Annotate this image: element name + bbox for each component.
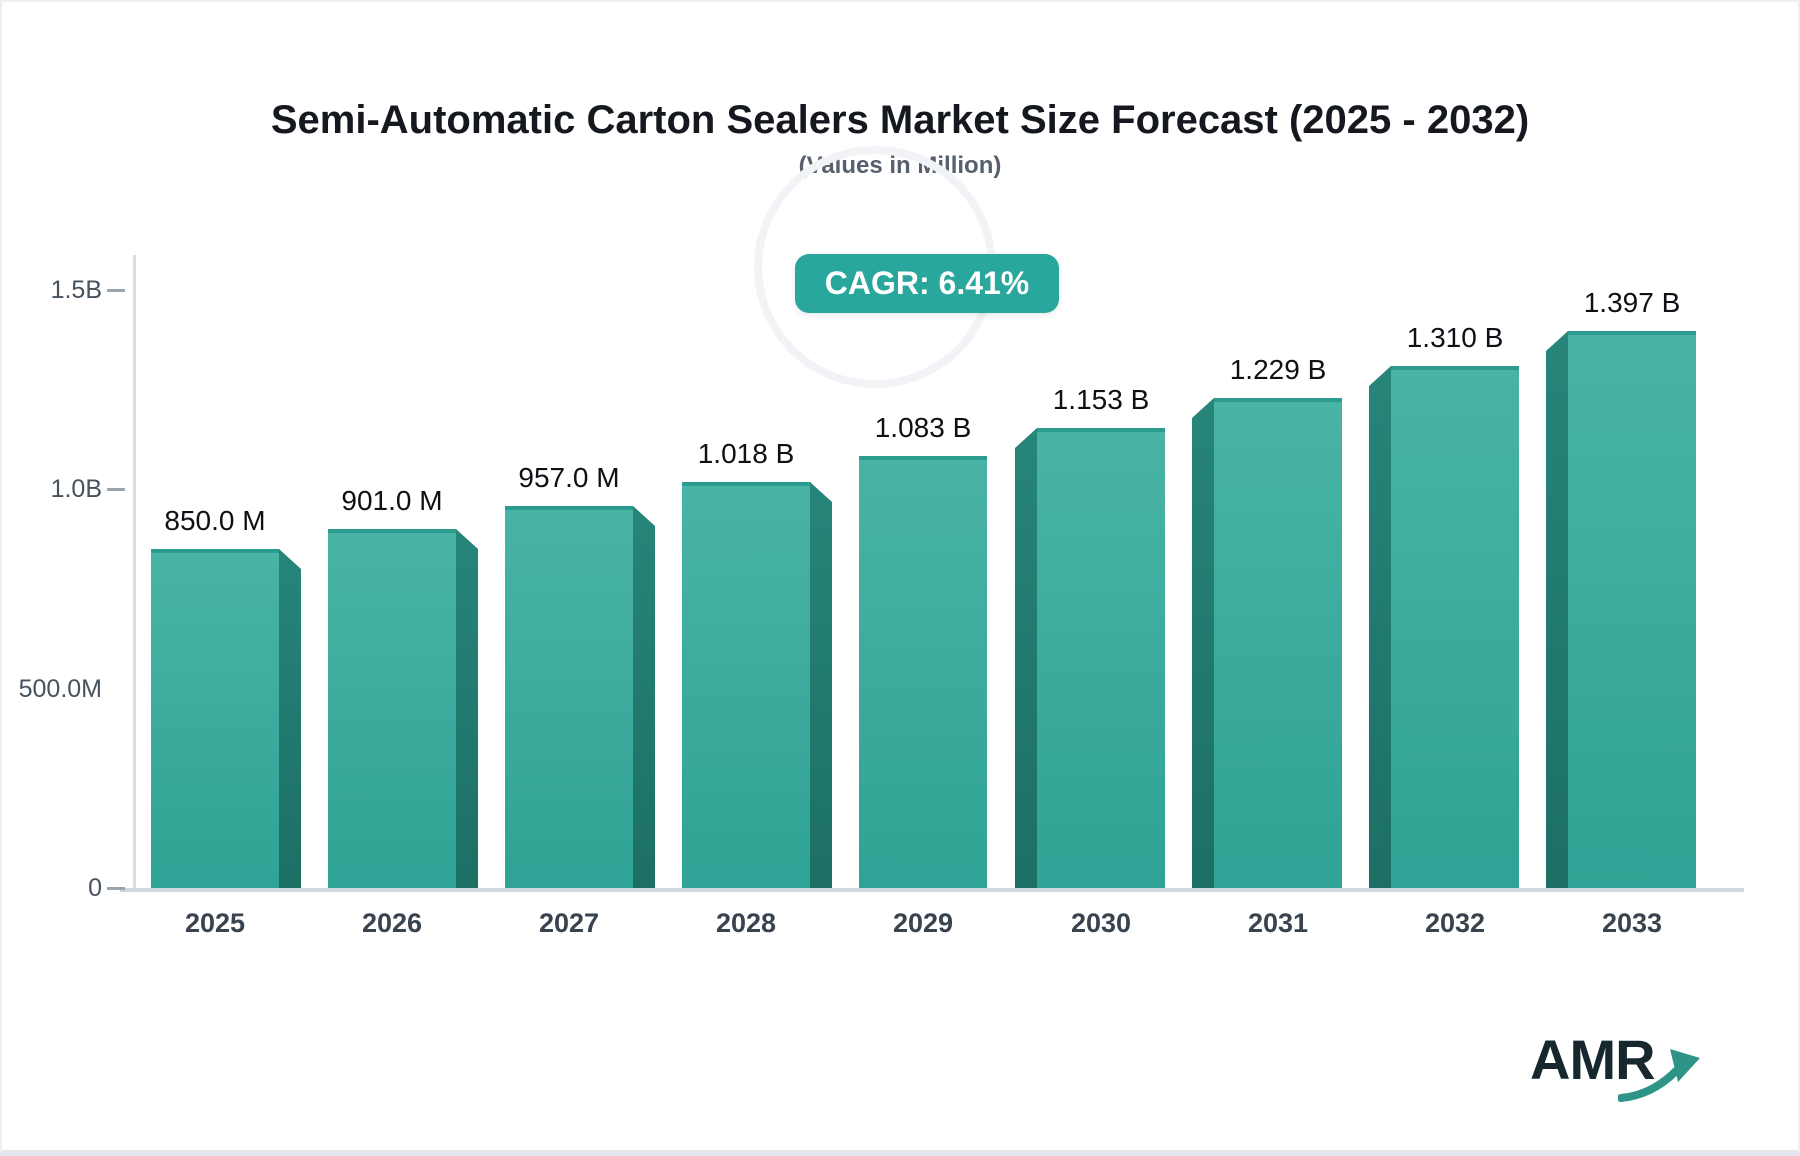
bar-value-label-2028: 1.018 B [697,438,795,469]
bar-value-label-2033: 1.397 B [1583,287,1681,318]
x-axis-label-2026: 2026 [361,908,423,938]
bar-value-label-2027: 957.0 M [518,462,620,493]
x-axis-label-2031: 2031 [1247,908,1309,938]
y-axis-tick-mark [107,289,125,292]
x-axis-label-2029: 2029 [892,908,954,938]
y-axis-tick-mark [107,887,125,890]
brand-logo-text: AMR [1530,1028,1656,1091]
x-axis-line [120,888,1744,892]
bar-2029 [859,456,987,888]
x-axis-label-2028: 2028 [715,908,777,938]
bar-2026 [328,529,456,888]
chart-title: Semi-Automatic Carton Sealers Market Siz… [270,98,1530,142]
bar-value-label-2030: 1.153 B [1052,384,1150,415]
bar-3d-side-2026 [456,529,478,888]
cagr-badge: CAGR: 6.41% [795,254,1059,313]
y-axis-tick-label: 500.0M [18,674,102,703]
x-axis-label-2032: 2032 [1424,908,1486,938]
bar-3d-side-2032 [1369,366,1391,888]
bar-2032 [1391,366,1519,888]
brand-logo: AMR [1530,1028,1700,1102]
y-axis-tick-label: 0 [88,874,102,902]
growth-arrow-icon [1618,1049,1700,1102]
bar-2030 [1037,428,1165,888]
bar-value-label-2031: 1.229 B [1229,354,1327,385]
bar-3d-side-2027 [633,506,655,888]
bar-2025 [151,549,279,888]
bar-3d-side-2030 [1015,428,1037,888]
x-axis-label-2033: 2033 [1601,908,1663,938]
bar-2033 [1568,331,1696,888]
bar-value-label-2029: 1.083 B [874,412,972,443]
bar-3d-side-2025 [279,549,301,888]
bar-2027 [505,506,633,888]
y-axis-tick-label: 1.0B [50,475,102,504]
bar-3d-side-2031 [1192,398,1214,888]
x-axis-label-2027: 2027 [538,908,600,938]
bar-2028 [682,482,810,888]
y-axis-tick-label: 1.5B [50,276,102,304]
bar-value-label-2032: 1.310 B [1406,322,1504,353]
bar-3d-side-2028 [810,482,832,888]
bar-value-label-2026: 901.0 M [341,485,443,516]
x-axis-label-2030: 2030 [1070,908,1132,938]
bar-value-label-2025: 850.0 M [164,505,266,536]
y-axis-tick-mark [107,488,125,492]
y-axis-line [133,255,136,892]
bar-3d-side-2033 [1546,331,1568,888]
x-axis-label-2025: 2025 [184,908,246,938]
bar-2031 [1214,398,1342,888]
